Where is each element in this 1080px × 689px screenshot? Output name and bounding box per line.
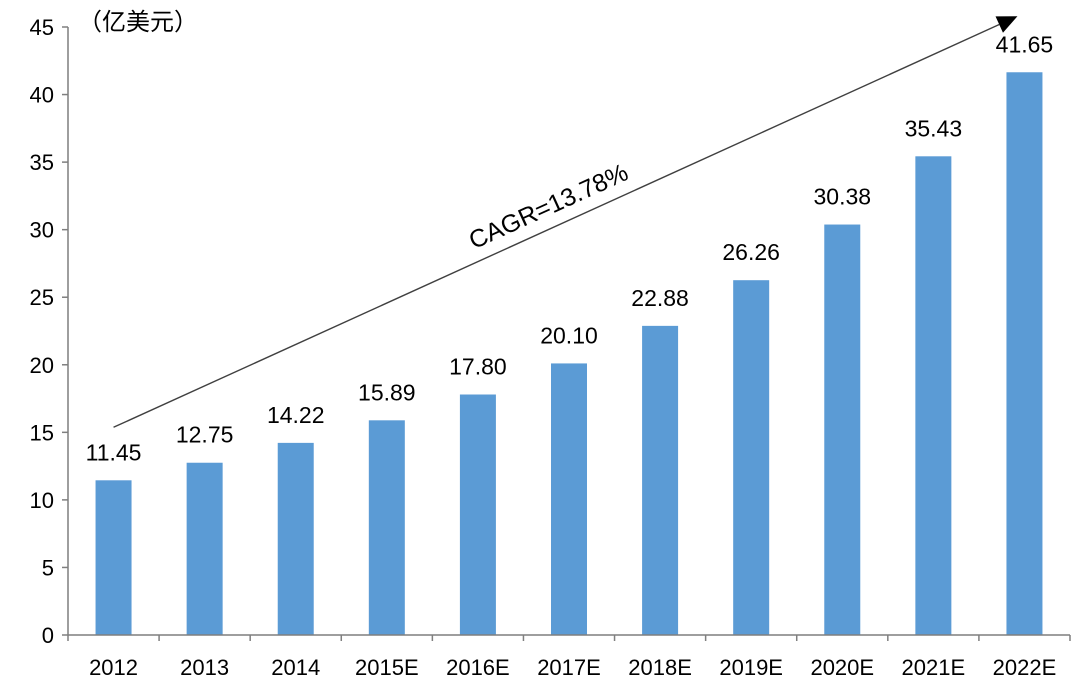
bar-2022E <box>1006 72 1043 636</box>
x-tick-label: 2020E <box>810 655 874 680</box>
y-tick-label: 20 <box>30 353 54 378</box>
bar-2020E <box>824 224 861 635</box>
x-tick-label: 2013 <box>180 655 229 680</box>
arrow-head-icon <box>995 16 1018 33</box>
x-tick-label: 2014 <box>271 655 320 680</box>
bar-2016E <box>459 394 496 635</box>
bar-value-label: 20.10 <box>540 322 598 348</box>
bar-2015E <box>368 420 405 635</box>
bar-2013 <box>186 462 223 635</box>
value-labels-group: 11.45 12.75 14.22 15.89 17.80 20.10 22.88 26.26… <box>86 31 1054 465</box>
x-ticks-group: 2012 2013 2014 2015E 2016E 2017E 2018E 2019E 202… <box>67 635 1071 680</box>
x-tick-label: 2022E <box>993 655 1057 680</box>
x-tick-label: 2018E <box>628 655 692 680</box>
cagr-trend-arrow-line <box>113 23 1000 428</box>
x-tick-label: 2019E <box>719 655 783 680</box>
y-tick-label: 35 <box>30 150 54 175</box>
bar-value-label: 15.89 <box>358 379 416 405</box>
y-axis-unit-label: （亿美元） <box>78 8 198 36</box>
bar-2017E <box>551 363 587 635</box>
bar-value-label: 26.26 <box>722 239 780 265</box>
x-tick-label: 2017E <box>537 655 601 680</box>
y-tick-label: 25 <box>30 285 54 310</box>
bar-value-label: 35.43 <box>905 115 963 141</box>
axes-group <box>67 27 1070 636</box>
bar-value-label: 41.65 <box>996 31 1054 57</box>
x-tick-label: 2021E <box>902 655 966 680</box>
x-tick-label: 2012 <box>89 655 138 680</box>
bar-value-label: 14.22 <box>267 402 325 428</box>
y-tick-label: 10 <box>30 488 54 513</box>
cagr-annotation: CAGR=13.78% <box>465 158 633 255</box>
y-tick-label: 40 <box>30 83 54 108</box>
bar-2019E <box>733 280 770 635</box>
bar-value-label: 22.88 <box>631 285 689 311</box>
x-tick-label: 2015E <box>355 655 419 680</box>
bar-2021E <box>915 156 952 635</box>
y-tick-label: 15 <box>30 420 54 445</box>
y-tick-label: 5 <box>42 555 54 580</box>
x-tick-label: 2016E <box>446 655 510 680</box>
bars-group <box>95 72 1043 636</box>
y-ticks-group: 0 5 10 15 20 25 30 35 40 45 <box>30 15 68 648</box>
bar-value-label: 30.38 <box>813 184 871 210</box>
y-tick-label: 30 <box>30 218 54 243</box>
bar-2018E <box>642 325 679 635</box>
bar-value-label: 12.75 <box>176 422 234 448</box>
bar-2014 <box>277 442 314 635</box>
y-tick-label: 45 <box>30 15 54 40</box>
bar-value-label: 11.45 <box>86 439 142 465</box>
y-tick-label: 0 <box>42 623 54 648</box>
bar-value-label: 17.80 <box>449 354 507 380</box>
bar-2012 <box>95 480 132 635</box>
